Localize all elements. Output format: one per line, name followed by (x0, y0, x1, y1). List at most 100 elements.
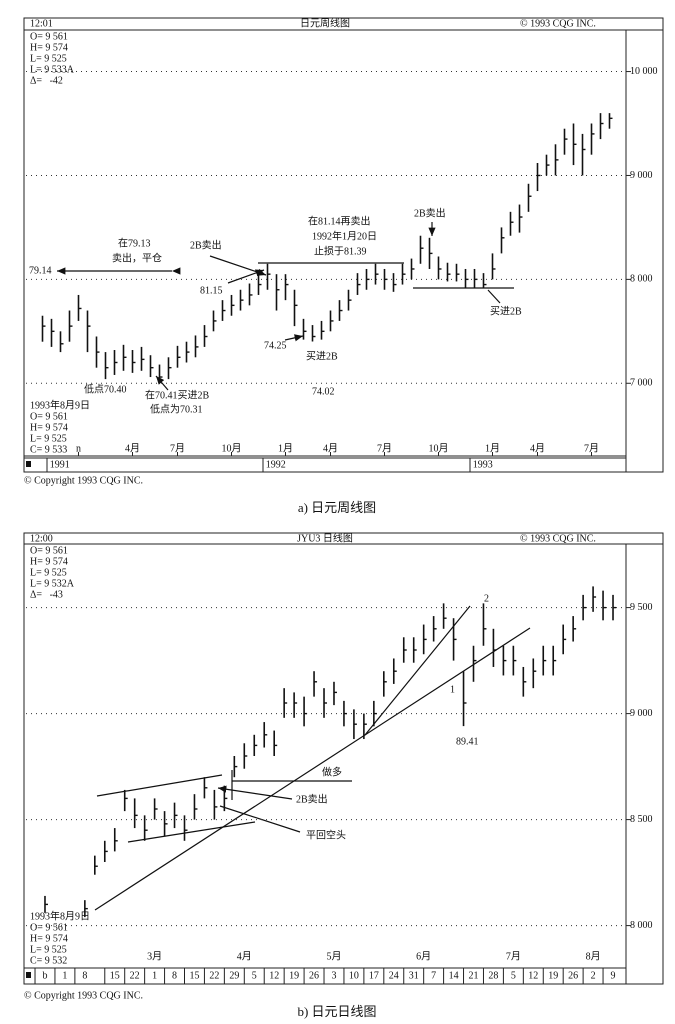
x-tick-label: 8 (82, 970, 87, 981)
chart-title: 日元周线图 (300, 16, 350, 29)
period-label: 1991 (50, 459, 70, 470)
info: C= 9 532 (30, 955, 67, 966)
annotation: 79.14 (29, 265, 52, 276)
arrow (227, 269, 265, 284)
info: O= 9 561 (30, 545, 68, 556)
copyright: © Copyright 1993 CQG INC. (24, 475, 143, 486)
y-tick-label: 8 000 (630, 920, 653, 931)
info: H= 9 574 (30, 42, 68, 53)
x-tick-label: 4月 (125, 442, 140, 454)
annotation: 89.41 (456, 736, 479, 747)
x-tick-label: 5 (252, 970, 257, 981)
x-tick-label: 9 (611, 970, 616, 981)
marker (26, 461, 31, 467)
annotation: 2B卖出 (296, 792, 328, 805)
period-label: 8月 (586, 950, 601, 962)
copyright: © Copyright 1993 CQG INC. (24, 990, 143, 1001)
caption: b) 日元日线图 (297, 1004, 376, 1019)
arrow (284, 334, 304, 342)
info: H= 9 574 (30, 422, 68, 433)
y-tick-label: 7 000 (630, 378, 653, 389)
x-tick-label: 1月 (485, 442, 500, 454)
pointer (219, 805, 301, 833)
x-tick-label: 15 (110, 970, 120, 981)
x-tick-label: 1 (62, 970, 67, 981)
period-label: 6月 (416, 950, 431, 962)
info: O= 9 561 (30, 31, 68, 42)
x-tick-label: 12 (528, 970, 538, 981)
x-tick-label: 19 (548, 970, 558, 981)
x-tick-label: 21 (469, 970, 479, 981)
period-label: 7月 (506, 950, 521, 962)
x-tick-label: 7月 (170, 442, 185, 454)
x-tick-label: 29 (229, 970, 239, 981)
info: Δ= -43 (30, 589, 63, 600)
x-tick-label: 15 (189, 970, 199, 981)
x-tick-label: n (76, 443, 81, 454)
x-tick-label: 4月 (530, 442, 545, 454)
x-tick-label: 17 (369, 970, 379, 981)
annotation: 在79.13 (118, 237, 151, 249)
annotation: 2 (484, 593, 489, 604)
info: 1993年8月9日 (30, 909, 90, 922)
x-tick-label: 1 (152, 970, 157, 981)
annotation: 低点为70.31 (150, 402, 203, 415)
annotation: 1 (450, 684, 455, 695)
info: O= 9 561 (30, 411, 68, 422)
info: L= 9 533A (30, 64, 75, 75)
info: O= 9 561 (30, 922, 68, 933)
info: Δ= -42 (30, 75, 63, 86)
x-tick-label: 22 (209, 970, 219, 981)
x-tick-label: 7月 (377, 442, 392, 454)
annotation: 止损于81.39 (314, 244, 367, 257)
info: L= 9 532A (30, 578, 75, 589)
annotation: 平回空头 (306, 828, 346, 841)
x-tick-label: 24 (389, 970, 399, 981)
y-tick-label: 9 500 (630, 602, 653, 613)
trend-line (364, 605, 471, 736)
trend-line (127, 821, 256, 843)
annotation: 74.25 (264, 340, 287, 351)
x-tick-label: 3 (331, 970, 336, 981)
annotation: 1992年1月20日 (312, 229, 377, 242)
vendor: © 1993 CQG INC. (520, 18, 596, 29)
info: H= 9 574 (30, 933, 68, 944)
x-tick-label: 26 (309, 970, 319, 981)
x-tick-label: 22 (130, 970, 140, 981)
annotation: 在70.41买进2B (145, 389, 209, 401)
info: 1993年8月9日 (30, 398, 90, 411)
frame (23, 17, 664, 473)
marker (26, 972, 31, 978)
annotation: 买进2B (306, 350, 338, 362)
x-tick-label: 26 (568, 970, 578, 981)
y-tick-label: 8 500 (630, 814, 653, 825)
x-tick-label: 10月 (222, 442, 242, 454)
x-tick-label: 19 (289, 970, 299, 981)
vendor: © 1993 CQG INC. (520, 533, 596, 544)
period-label: 4月 (237, 950, 252, 962)
y-tick-label: 9 000 (630, 170, 653, 181)
y-tick-label: 9 000 (630, 708, 653, 719)
x-tick-label: 2 (591, 970, 596, 981)
period-label: 1992 (266, 459, 286, 470)
annotation: 低点70.40 (84, 382, 127, 395)
annotation: 做多 (322, 765, 342, 778)
period-label: 3月 (147, 950, 162, 962)
info: L= 9 525 (30, 433, 67, 444)
info: L= 9 525 (30, 53, 67, 64)
x-tick-label: 7月 (584, 442, 599, 454)
annotation: 74.02 (312, 386, 335, 397)
frame (23, 532, 664, 985)
period-label: 5月 (326, 950, 341, 962)
info: C= 9 533 (30, 444, 67, 455)
y-tick-label: 10 000 (630, 66, 658, 77)
x-tick-label: 10月 (429, 442, 449, 454)
arrow (217, 785, 293, 800)
x-tick-label: 5 (511, 970, 516, 981)
x-tick-label: 28 (488, 970, 498, 981)
x-tick-label: 4月 (323, 442, 338, 454)
y-tick-label: 8 000 (630, 274, 653, 285)
annotation: 卖出，平仓 (112, 251, 162, 264)
chart-title: JYU3 日线图 (297, 531, 353, 544)
